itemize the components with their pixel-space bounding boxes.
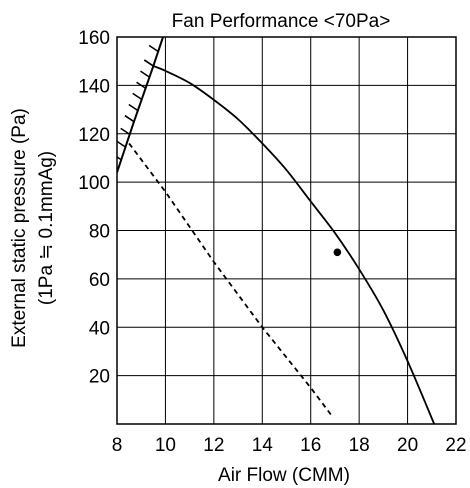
fan-curve: [152, 65, 436, 424]
hatch-mark: [120, 127, 131, 135]
x-tick-label: 12: [203, 435, 224, 456]
y-tick-label: 120: [78, 125, 110, 146]
dashed-curve: [128, 142, 334, 418]
y-tick-label: 40: [89, 318, 110, 339]
hatch-mark: [117, 140, 126, 148]
x-tick-label: 20: [397, 435, 418, 456]
x-tick-label: 22: [445, 435, 466, 456]
y-tick-label: 60: [89, 270, 110, 291]
hatch-mark: [124, 115, 135, 123]
x-tick-label: 8: [112, 435, 123, 456]
hatch-mark: [117, 171, 118, 173]
x-axis-label: Air Flow (CMM): [218, 465, 350, 486]
series-layer: [117, 37, 436, 424]
x-tick-label: 16: [300, 435, 321, 456]
operating-point-marker: [333, 248, 342, 257]
x-tick-label: 18: [349, 435, 370, 456]
y-tick-label: 160: [78, 28, 110, 49]
plot-frame: [116, 36, 457, 425]
x-tick-label: 10: [155, 435, 176, 456]
y-axis-label-unit: (1Pa ≒ 0.1mmAg): [36, 151, 57, 305]
hatch-mark: [148, 44, 159, 53]
hatch-mark: [132, 92, 143, 101]
y-tick-label: 20: [89, 367, 110, 388]
y-tick-label: 140: [78, 76, 110, 97]
hatch-mark: [143, 59, 154, 67]
hatch-mark: [161, 37, 164, 38]
chart-title: Fan Performance <70Pa>: [172, 11, 391, 32]
grid: [117, 37, 456, 424]
y-axis-label: External static pressure (Pa): [9, 108, 30, 348]
tick-labels: 8 10 12 14 16 18 20 22 20 40 60 80 100 120 140 160: [78, 28, 466, 456]
surge-boundary-line: [117, 37, 164, 173]
y-tick-label: 100: [78, 173, 110, 194]
hatch-mark: [140, 70, 150, 78]
hatch-mark: [117, 156, 122, 161]
hatched-boundary: [117, 37, 164, 173]
y-tick-label: 80: [89, 222, 110, 243]
hatch-mark: [136, 81, 146, 89]
hatch-mark: [128, 103, 139, 112]
x-tick-label: 14: [252, 435, 274, 456]
